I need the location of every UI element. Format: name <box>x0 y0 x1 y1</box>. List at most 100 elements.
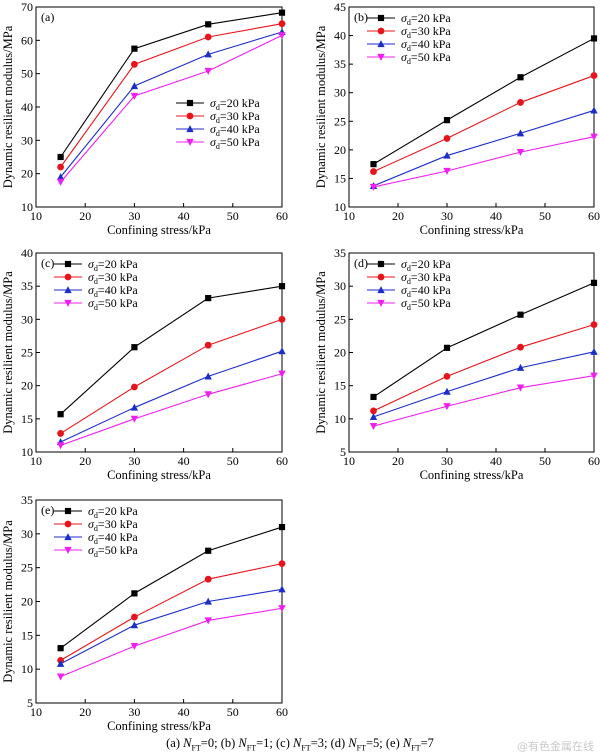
legend-entry: σd=20 kPa <box>401 11 451 27</box>
series-2 <box>57 20 286 171</box>
x-tick-label: 30 <box>128 209 140 223</box>
y-tick-label: 15 <box>334 171 346 185</box>
data-point <box>517 74 524 81</box>
data-point <box>56 673 65 681</box>
series-line <box>60 588 283 665</box>
data-point <box>204 372 212 380</box>
series-line <box>373 324 595 412</box>
data-point <box>64 260 72 268</box>
series-2 <box>370 321 598 415</box>
data-point <box>377 40 385 48</box>
data-point <box>186 99 194 107</box>
data-point <box>130 643 139 651</box>
y-tick-label: 25 <box>21 561 33 575</box>
data-point <box>130 403 139 411</box>
watermark: @有色金属在线 <box>517 740 594 753</box>
data-point <box>370 168 377 175</box>
series-line <box>60 607 283 678</box>
data-point <box>204 575 212 583</box>
x-axis-label: Confining stress/kPa <box>107 719 211 733</box>
series-line <box>373 75 595 173</box>
legend-entry: σd=20 kPa <box>401 257 451 273</box>
data-point <box>377 273 385 281</box>
y-tick-label: 35 <box>21 493 33 507</box>
data-point <box>278 370 286 378</box>
data-point <box>56 442 65 450</box>
data-point <box>64 507 72 515</box>
data-point <box>278 347 286 355</box>
y-tick-label: 5 <box>27 696 33 710</box>
series-line <box>373 109 595 187</box>
legend-entry: σd=30 kPa <box>88 270 138 286</box>
data-point <box>57 430 64 437</box>
data-point <box>278 523 286 531</box>
series-line <box>373 282 595 398</box>
legend-entry: σd=50 kPa <box>88 543 138 559</box>
figure-caption: (a) NFT=0; (b) NFT=1; (c) NFT=3; (d) NFT… <box>0 736 600 753</box>
y-tick-label: 30 <box>21 312 33 326</box>
data-point <box>57 645 64 652</box>
data-point <box>590 347 598 355</box>
data-point <box>131 590 138 597</box>
y-tick-label: 5 <box>340 445 346 459</box>
data-point <box>377 299 385 307</box>
x-tick-label: 60 <box>276 209 288 223</box>
panel-label: (c) <box>41 256 54 270</box>
data-point <box>278 560 286 568</box>
data-point <box>377 53 385 61</box>
y-tick-label: 70 <box>21 0 33 14</box>
series-1 <box>370 35 598 168</box>
data-point <box>517 99 524 106</box>
data-point <box>278 32 286 40</box>
series-2 <box>57 315 286 437</box>
data-point <box>131 383 138 391</box>
y-axis-label: Dynamic resilient modulus/MPa <box>314 25 328 188</box>
data-point <box>443 387 451 395</box>
legend-entry: σd=20 kPa <box>210 96 260 112</box>
plot-frame <box>348 252 595 453</box>
data-point <box>590 372 598 380</box>
data-point <box>56 173 65 181</box>
data-point <box>56 178 65 186</box>
series-4 <box>56 32 286 186</box>
data-point <box>186 112 194 120</box>
caption-item: (c) NFT=3; <box>276 736 331 753</box>
caption-item: (d) NFT=5; <box>330 736 386 753</box>
y-tick-label: 20 <box>334 143 346 157</box>
legend-entry: σd=30 kPa <box>401 24 451 40</box>
data-point <box>204 33 212 41</box>
x-tick-label: 30 <box>128 454 140 468</box>
data-point <box>516 363 525 371</box>
series-line <box>60 526 283 649</box>
x-tick-label: 40 <box>490 209 502 223</box>
x-axis-label: Confining stress/kPa <box>107 468 211 482</box>
data-point <box>278 585 286 593</box>
data-point <box>590 133 598 141</box>
series-3 <box>369 106 598 189</box>
y-tick-label: 15 <box>334 379 346 393</box>
series-1 <box>57 9 286 161</box>
data-point <box>278 20 286 28</box>
data-point <box>130 621 139 629</box>
data-point <box>204 341 212 349</box>
x-tick-label: 20 <box>79 209 91 223</box>
data-point <box>205 295 212 302</box>
series-line <box>373 375 595 427</box>
data-point <box>443 372 451 380</box>
data-point <box>443 151 451 159</box>
series-1 <box>57 523 286 652</box>
chart-panel: 10 20 30 40 50 60 10 20 30 40 50 60 70 Confining stre… <box>1 0 288 237</box>
series-line <box>60 373 283 446</box>
legend-entry: σd=40 kPa <box>401 37 451 53</box>
x-tick-label: 30 <box>441 209 453 223</box>
data-point <box>443 167 451 175</box>
data-point <box>590 72 598 79</box>
y-tick-label: 20 <box>21 167 33 181</box>
y-axis-label: Dynamic resilient modulus/MPa <box>314 271 328 434</box>
caption-item: (e) NFT=7 <box>385 736 434 753</box>
